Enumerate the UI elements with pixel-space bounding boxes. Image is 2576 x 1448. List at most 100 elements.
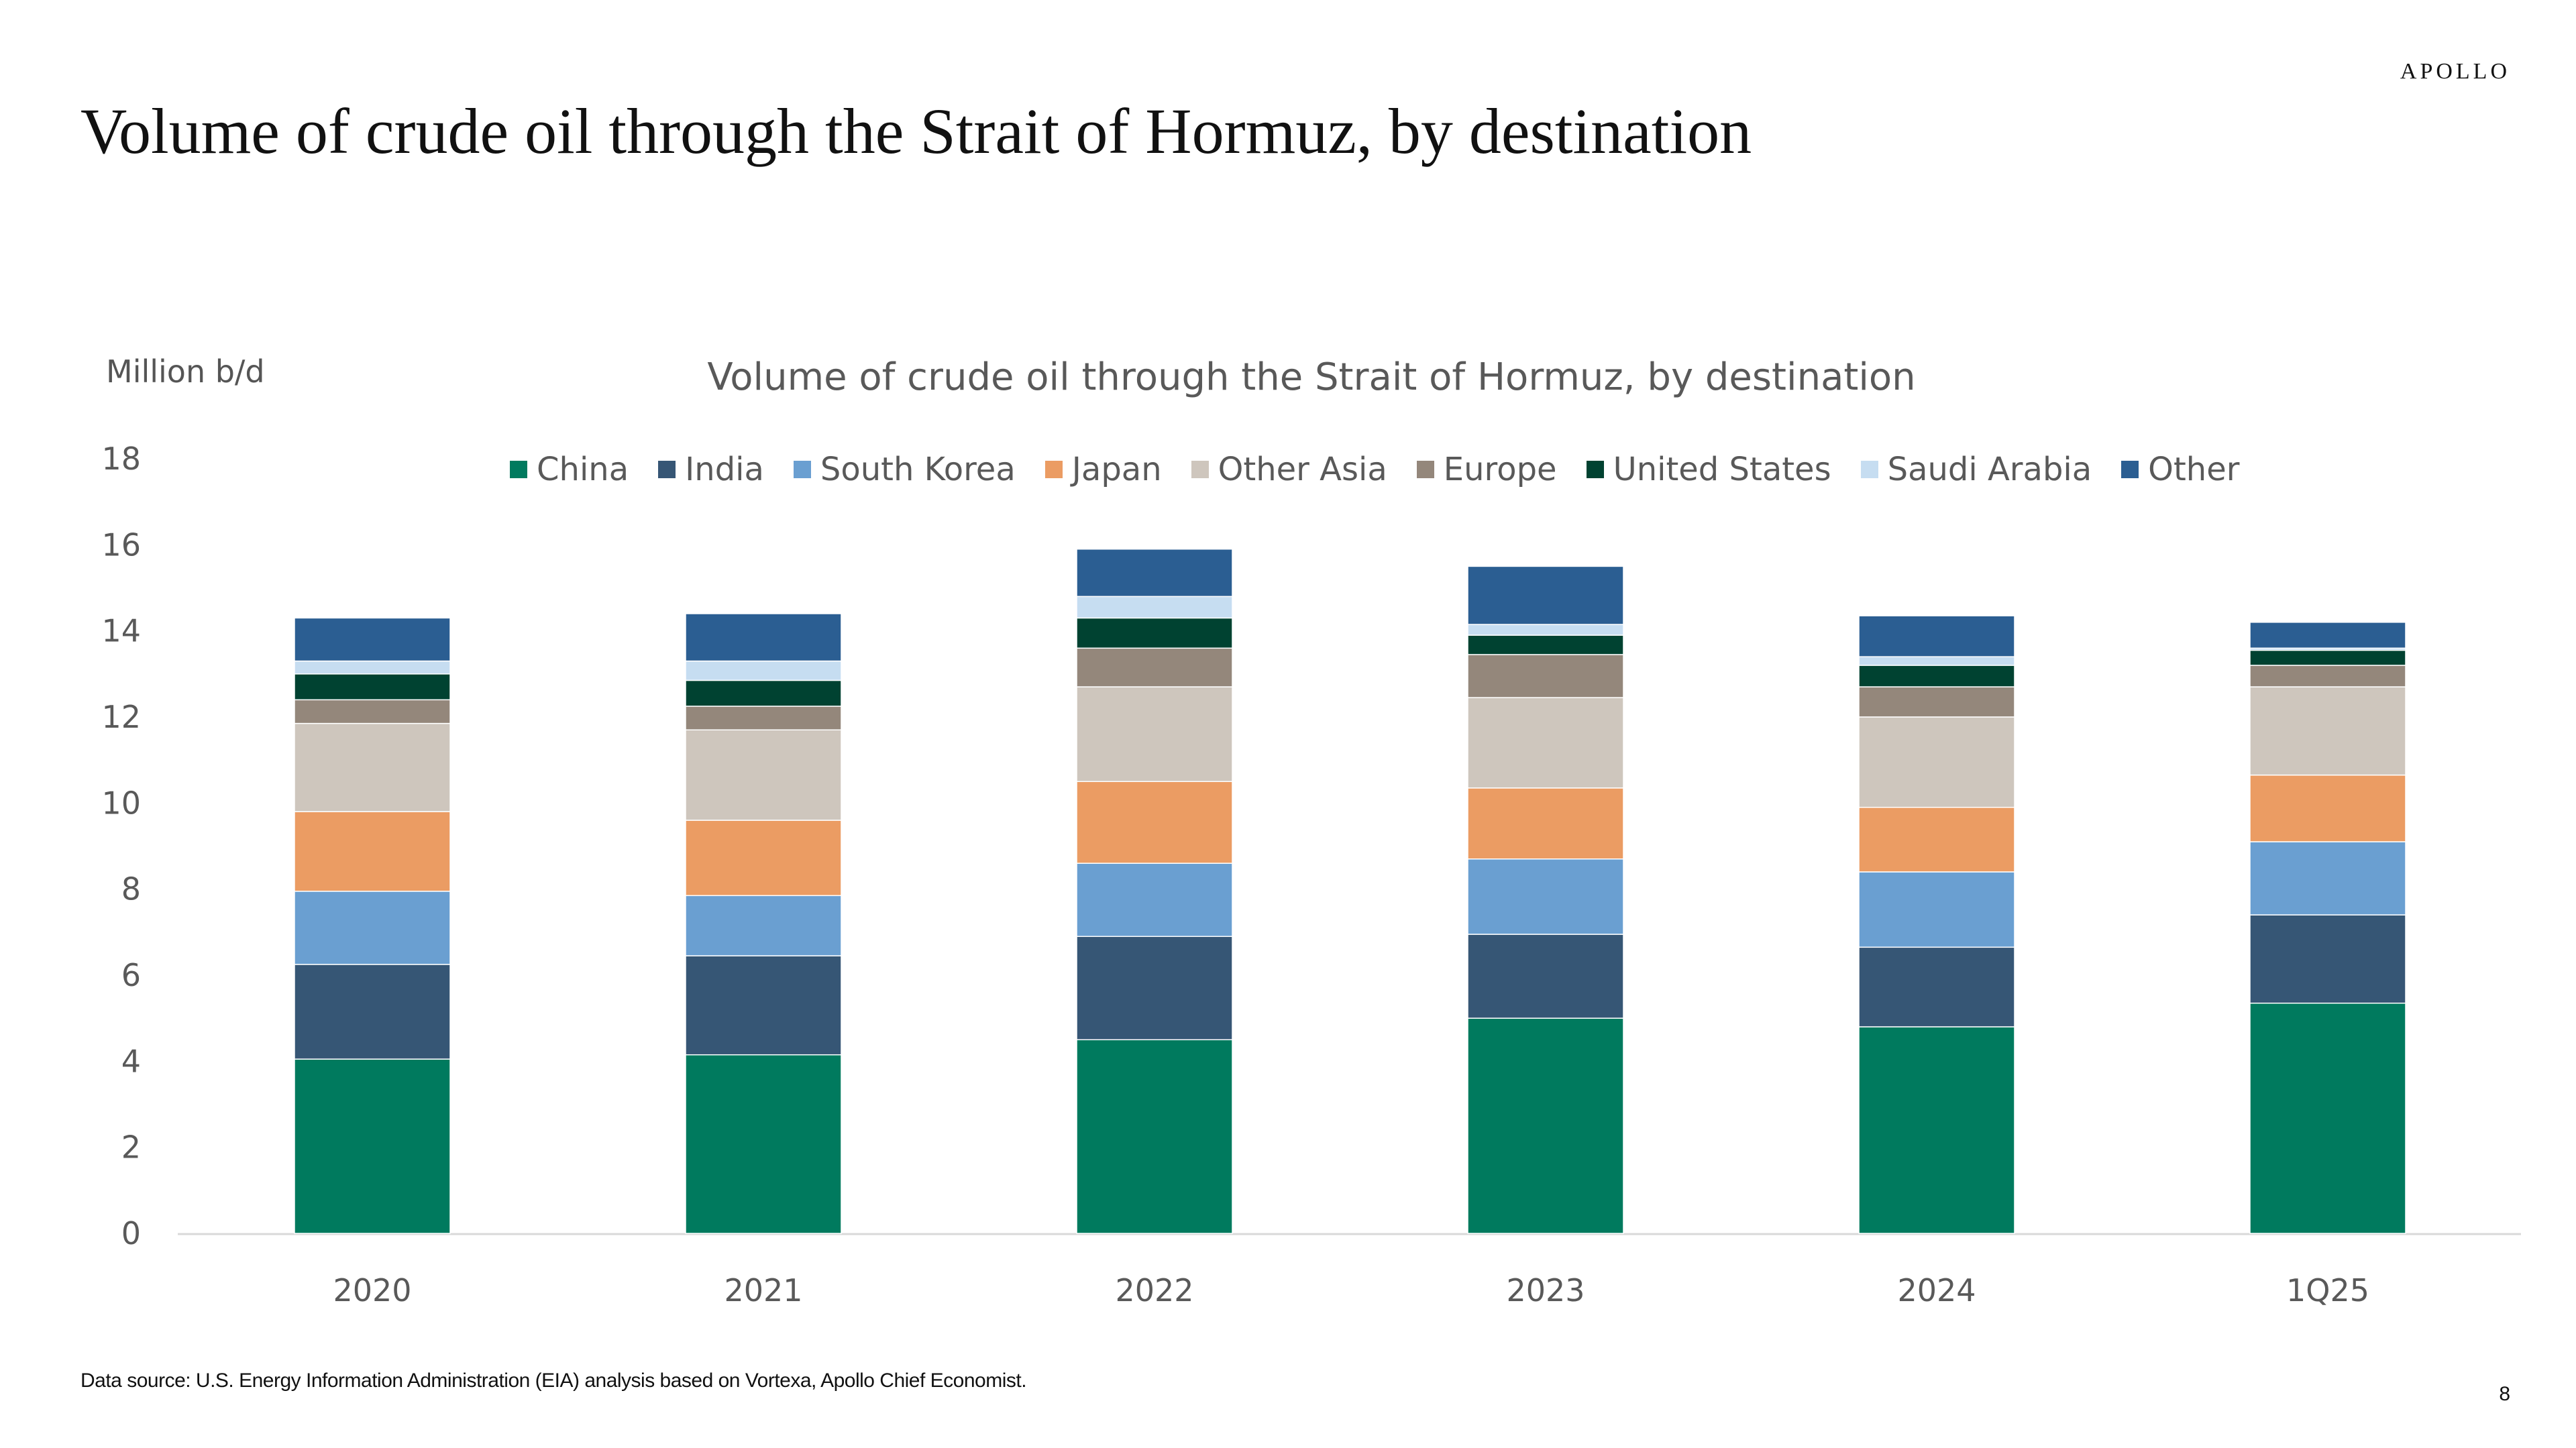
legend-item-china: China bbox=[510, 451, 629, 488]
legend-swatch-other bbox=[2121, 461, 2139, 478]
y-tick-label: 8 bbox=[121, 871, 141, 907]
bar-segment-other-2023 bbox=[1467, 565, 1624, 625]
legend-swatch-japan bbox=[1044, 461, 1063, 478]
y-tick-label: 16 bbox=[101, 526, 141, 563]
bar-segment-united-states-2023 bbox=[1467, 634, 1624, 655]
bar-segment-other-2021 bbox=[685, 613, 842, 662]
bar-segment-china-2022 bbox=[1076, 1039, 1233, 1234]
y-tick-label: 0 bbox=[121, 1215, 141, 1251]
x-tick-label-2024: 2024 bbox=[1897, 1272, 1976, 1308]
chart-title: Volume of crude oil through the Strait o… bbox=[707, 355, 1916, 399]
bar-segment-india-2023 bbox=[1467, 934, 1624, 1019]
bar-segment-other-asia-2022 bbox=[1076, 686, 1233, 783]
x-tick-label-2021: 2021 bbox=[724, 1272, 802, 1308]
bar-segment-europe-2022 bbox=[1076, 647, 1233, 687]
bar-segment-china-2021 bbox=[685, 1054, 842, 1234]
bar-segment-europe-2023 bbox=[1467, 654, 1624, 698]
legend-item-japan: Japan bbox=[1044, 451, 1162, 488]
bar-segment-other-2020 bbox=[294, 617, 451, 662]
legend-label-china: China bbox=[537, 451, 629, 488]
legend-item-saudi-arabia: Saudi Arabia bbox=[1860, 451, 2092, 488]
y-tick-label: 6 bbox=[121, 957, 141, 993]
bar-segment-south-korea-2022 bbox=[1076, 862, 1233, 937]
bar-segment-india-1q25 bbox=[2249, 914, 2406, 1004]
legend-item-other: Other bbox=[2121, 451, 2239, 488]
bar-segment-japan-2023 bbox=[1467, 787, 1624, 860]
legend-label-saudi-arabia: Saudi Arabia bbox=[1887, 451, 2092, 488]
bar-segment-japan-2020 bbox=[294, 811, 451, 892]
bar-segment-india-2024 bbox=[1858, 946, 2015, 1027]
x-tick-label-2022: 2022 bbox=[1115, 1272, 1193, 1308]
bar-segment-south-korea-2023 bbox=[1467, 858, 1624, 935]
legend-item-india: India bbox=[658, 451, 764, 488]
legend-item-europe: Europe bbox=[1416, 451, 1557, 488]
y-axis-unit-label: Million b/d bbox=[106, 353, 265, 390]
bar-segment-other-1q25 bbox=[2249, 622, 2406, 649]
legend-label-other: Other bbox=[2148, 451, 2240, 488]
bar-segment-europe-2024 bbox=[1858, 686, 2015, 718]
y-tick-label: 4 bbox=[121, 1043, 141, 1079]
y-tick-label: 14 bbox=[101, 613, 141, 649]
chart-legend: China India South Korea Japan Other Asia Euro… bbox=[510, 451, 2269, 488]
bar-segment-china-2020 bbox=[294, 1058, 451, 1234]
bar-segment-saudi-arabia-2022 bbox=[1076, 596, 1233, 619]
bar-segment-saudi-arabia-2021 bbox=[685, 660, 842, 681]
bar-segment-united-states-2020 bbox=[294, 673, 451, 701]
x-tick-label-2023: 2023 bbox=[1506, 1272, 1585, 1308]
bar-segment-other-asia-2020 bbox=[294, 722, 451, 812]
bar-segment-japan-2024 bbox=[1858, 807, 2015, 873]
legend-label-south-korea: South Korea bbox=[820, 451, 1016, 488]
legend-item-united-states: United States bbox=[1586, 451, 1831, 488]
bar-segment-japan-1q25 bbox=[2249, 774, 2406, 842]
page-number: 8 bbox=[2499, 1383, 2510, 1405]
y-tick-label: 10 bbox=[101, 785, 141, 821]
bar-segment-south-korea-2020 bbox=[294, 891, 451, 965]
bar-segment-china-1q25 bbox=[2249, 1002, 2406, 1234]
bar-segment-other-asia-2021 bbox=[685, 729, 842, 821]
bar-segment-other-2024 bbox=[1858, 615, 2015, 657]
legend-label-united-states: United States bbox=[1613, 451, 1831, 488]
bar-segment-other-asia-2024 bbox=[1858, 716, 2015, 808]
bar-segment-other-2022 bbox=[1076, 549, 1233, 598]
legend-label-japan: Japan bbox=[1071, 451, 1162, 488]
bar-segment-other-asia-1q25 bbox=[2249, 686, 2406, 776]
bar-segment-china-2024 bbox=[1858, 1026, 2015, 1234]
bar-segment-india-2020 bbox=[294, 964, 451, 1060]
legend-item-other-asia: Other Asia bbox=[1191, 451, 1387, 488]
legend-swatch-saudi-arabia bbox=[1860, 461, 1878, 478]
legend-swatch-united-states bbox=[1586, 461, 1604, 478]
legend-swatch-china bbox=[510, 461, 527, 478]
legend-label-europe: Europe bbox=[1443, 451, 1557, 488]
bar-segment-saudi-arabia-2020 bbox=[294, 660, 451, 675]
bar-segment-united-states-2024 bbox=[1858, 665, 2015, 687]
bar-segment-japan-2022 bbox=[1076, 781, 1233, 864]
bar-segment-india-2022 bbox=[1076, 936, 1233, 1040]
bar-segment-united-states-2021 bbox=[685, 679, 842, 707]
y-tick-label: 2 bbox=[121, 1129, 141, 1166]
bar-segment-saudi-arabia-2024 bbox=[1858, 656, 2015, 666]
bar-segment-other-asia-2023 bbox=[1467, 697, 1624, 789]
bar-segment-japan-2021 bbox=[685, 820, 842, 897]
legend-label-other-asia: Other Asia bbox=[1218, 451, 1387, 488]
brand-logo: APOLLO bbox=[2400, 59, 2510, 84]
legend-item-south-korea: South Korea bbox=[793, 451, 1016, 488]
bar-segment-united-states-2022 bbox=[1076, 617, 1233, 649]
bar-segment-united-states-1q25 bbox=[2249, 649, 2406, 666]
bar-segment-europe-2020 bbox=[294, 699, 451, 724]
bar-segment-south-korea-1q25 bbox=[2249, 841, 2406, 915]
legend-swatch-south-korea bbox=[793, 461, 811, 478]
bar-segment-saudi-arabia-2023 bbox=[1467, 624, 1624, 636]
slide-title: Volume of crude oil through the Strait o… bbox=[80, 95, 1752, 167]
bar-segment-europe-2021 bbox=[685, 706, 842, 731]
legend-swatch-europe bbox=[1416, 461, 1434, 478]
legend-swatch-india bbox=[658, 461, 676, 478]
bar-segment-china-2023 bbox=[1467, 1017, 1624, 1234]
legend-swatch-other-asia bbox=[1191, 461, 1209, 478]
x-tick-label-1q25: 1Q25 bbox=[2286, 1272, 2369, 1308]
bar-segment-south-korea-2021 bbox=[685, 895, 842, 956]
y-tick-label: 12 bbox=[101, 699, 141, 735]
x-tick-label-2020: 2020 bbox=[333, 1272, 411, 1308]
data-source-note: Data source: U.S. Energy Information Adm… bbox=[80, 1370, 1027, 1392]
bar-segment-south-korea-2024 bbox=[1858, 871, 2015, 948]
